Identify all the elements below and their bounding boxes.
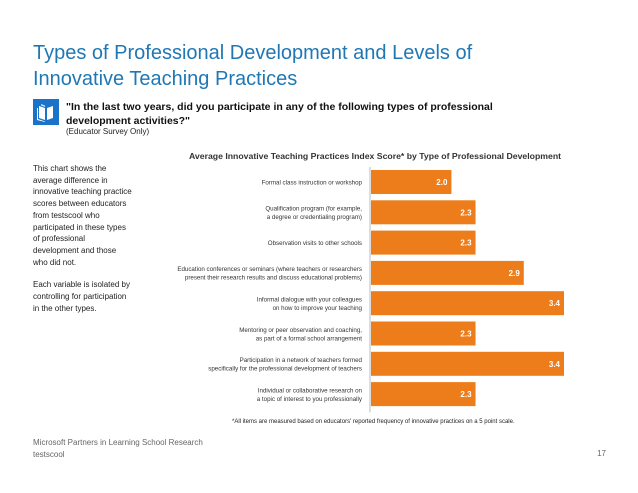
chart-value-label: 2.3 <box>460 390 472 399</box>
chart-bar <box>371 170 452 194</box>
slide-title-line-1: Types of Professional Development and Le… <box>33 42 473 64</box>
bar-chart: 2.0 Formal class instruction or workshop 2… <box>177 167 564 413</box>
page-number: 17 <box>597 449 606 458</box>
chart-bar <box>371 382 476 407</box>
footer-line-2: testscool <box>33 450 65 459</box>
survey-question: "In the last two years, did you particip… <box>66 101 493 127</box>
chart-category-label: Formal class instruction or workshop <box>262 180 363 187</box>
chart-value-label: 2.9 <box>509 269 521 278</box>
side-note-paragraph-2: Each variable is isolated by controlling… <box>33 280 130 313</box>
chart-title: Average Innovative Teaching Practices In… <box>188 151 562 161</box>
chart-bar <box>371 291 564 316</box>
book-icon <box>33 99 59 125</box>
chart-footnote: *All items are measured based on educato… <box>232 419 515 425</box>
chart-value-label: 2.3 <box>460 208 472 217</box>
chart-value-label: 3.4 <box>549 299 561 308</box>
chart-category-label: Individual or collaborative research on <box>258 387 363 394</box>
slide-title: Types of Professional Development and Le… <box>33 40 593 92</box>
chart-bar <box>371 200 476 225</box>
chart-bar <box>371 351 564 376</box>
footer-organization: Microsoft Partners in Learning School Re… <box>33 437 203 461</box>
chart-category-label: present their research results and discu… <box>185 275 362 282</box>
chart-bar <box>371 260 524 285</box>
side-note: This chart shows the average difference … <box>33 163 133 314</box>
footer-line-1: Microsoft Partners in Learning School Re… <box>33 438 203 447</box>
chart-category-label: Mentoring or peer observation and coachi… <box>239 327 362 334</box>
side-note-paragraph-1: This chart shows the average difference … <box>33 164 132 267</box>
chart-category-label: on how to improve your teaching <box>273 305 363 312</box>
chart-value-label: 2.3 <box>460 330 472 339</box>
chart-category-label: as part of a formal school arrangement <box>256 335 363 342</box>
chart-category-label: Education conferences or seminars (where… <box>177 266 362 273</box>
chart-category-label: Participation in a network of teachers f… <box>240 357 363 364</box>
chart-category-label: Informal dialogue with your colleagues <box>257 296 362 303</box>
chart-value-label: 2.3 <box>460 239 472 248</box>
chart-bar <box>371 230 476 255</box>
slide-title-line-2: Innovative Teaching Practices <box>33 68 298 90</box>
chart-bar <box>371 321 476 346</box>
chart-value-label: 2.0 <box>436 178 448 187</box>
chart-category-label: a topic of interest to you professionall… <box>257 396 363 403</box>
survey-question-source: (Educator Survey Only) <box>66 127 150 136</box>
chart-category-label: a degree or credentialing program) <box>267 214 362 221</box>
chart-value-label: 3.4 <box>549 360 561 369</box>
chart-category-label: Observation visits to other schools <box>268 240 362 247</box>
chart-category-label: specifically for the professional develo… <box>208 366 362 373</box>
chart-category-label: Qualification program (for example, <box>265 206 362 213</box>
